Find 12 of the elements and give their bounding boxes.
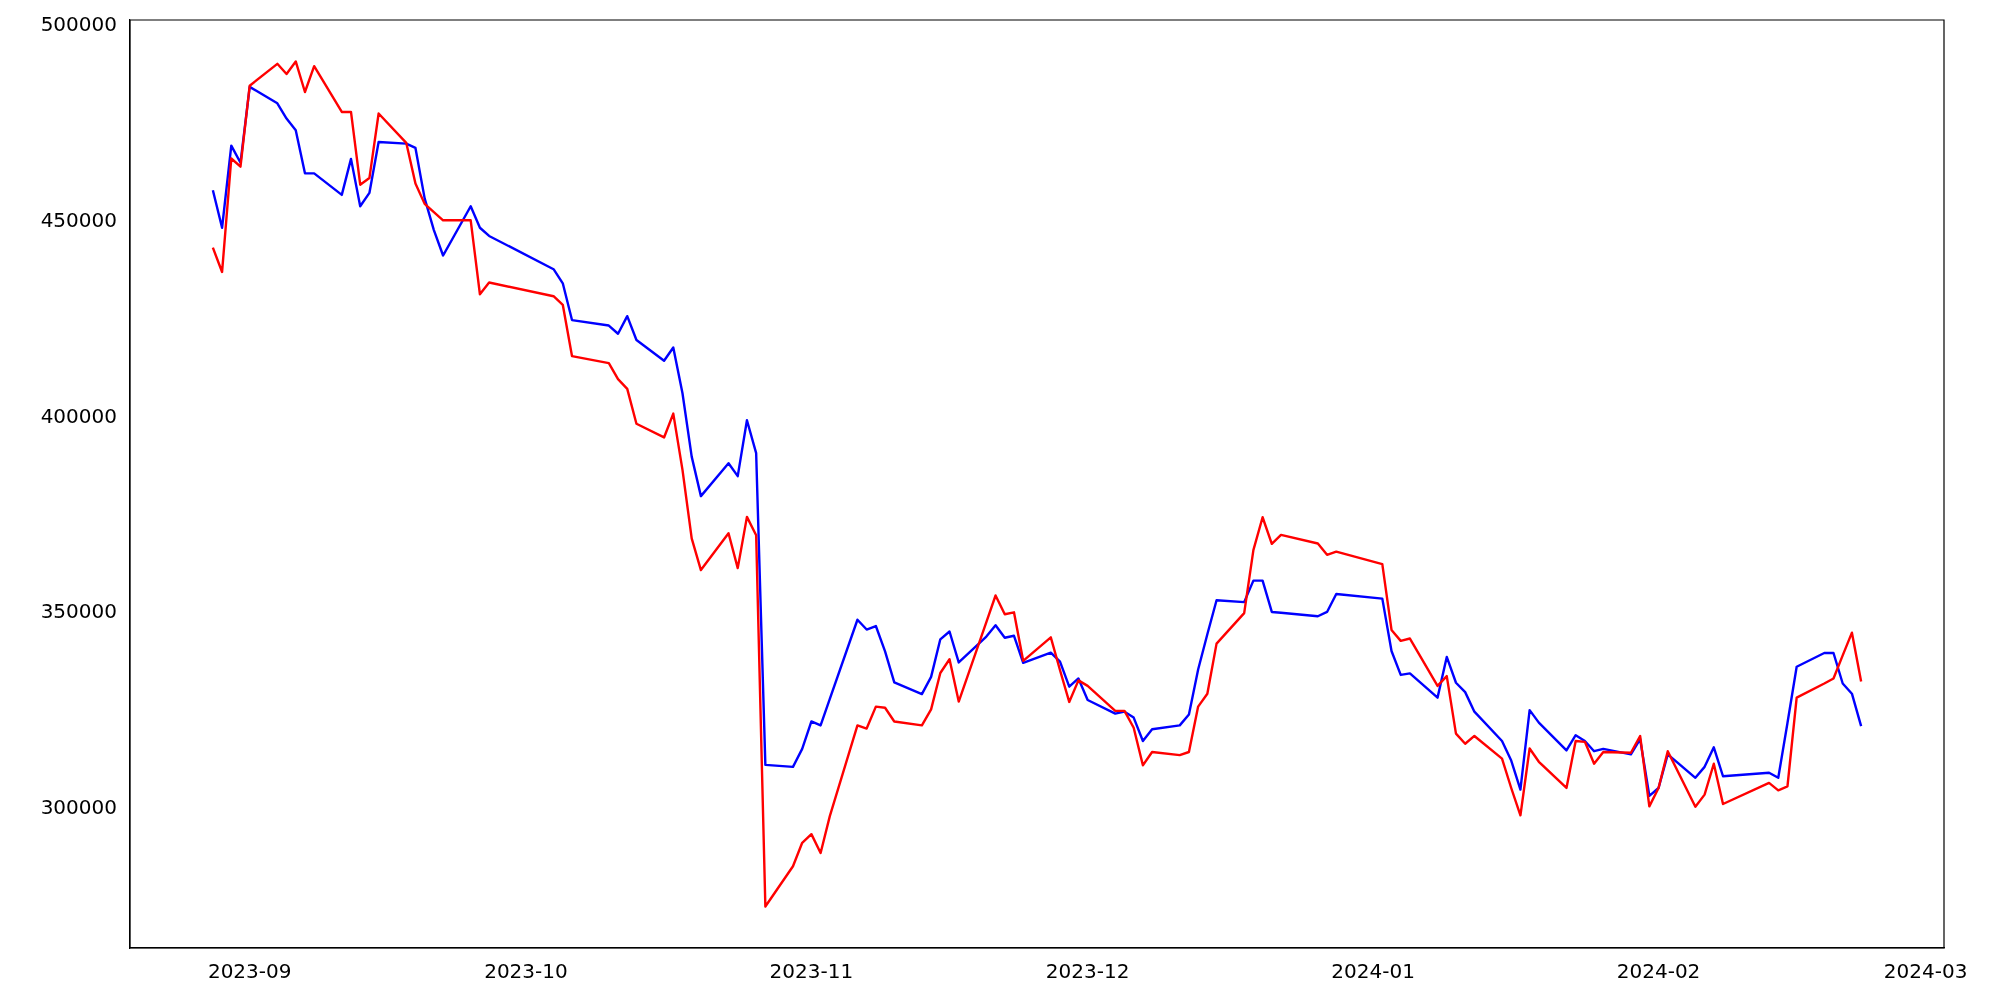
y-tick-label: 450000 [40, 208, 117, 233]
y-tick-label: 400000 [40, 403, 117, 428]
x-tick-label: 2024-02 [1616, 959, 1701, 984]
x-tick-label: 2023-10 [484, 959, 568, 984]
y-tick-label: 350000 [40, 599, 117, 624]
x-tick-label: 2024-01 [1331, 959, 1415, 984]
x-tick-label: 2024-03 [1883, 959, 1968, 984]
y-tick-label: 300000 [40, 794, 117, 819]
x-tick-label: 2023-11 [769, 959, 854, 984]
y-tick-label: 500000 [40, 12, 117, 37]
x-tick-label: 2023-09 [207, 959, 292, 984]
x-tick-label: 2023-12 [1045, 959, 1130, 984]
